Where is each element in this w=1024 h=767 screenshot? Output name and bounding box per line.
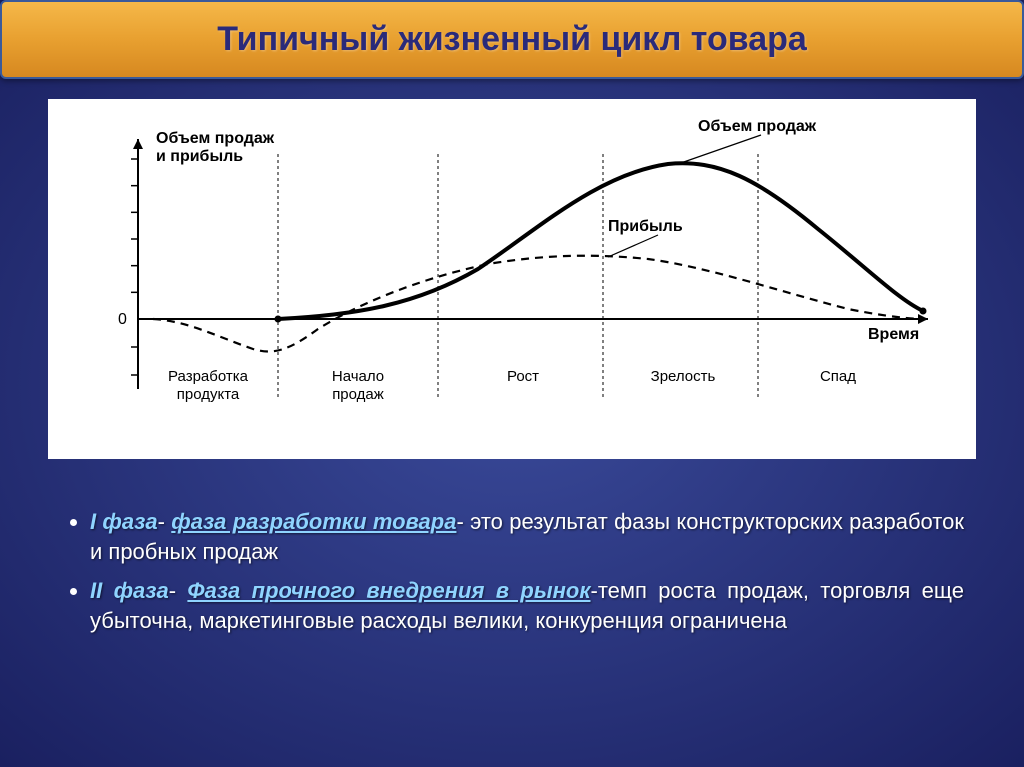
svg-text:Объем продаж: Объем продаж: [156, 130, 275, 147]
list-item: II фаза- Фаза прочного внедрения в рынок…: [90, 576, 964, 635]
svg-text:Зрелость: Зрелость: [651, 368, 716, 385]
phase-number: II фаза: [90, 578, 169, 603]
svg-text:продаж: продаж: [332, 386, 384, 403]
svg-text:продукта: продукта: [177, 386, 240, 403]
svg-text:Разработка: Разработка: [168, 368, 249, 385]
list-item: I фаза- фаза разработки товара- это резу…: [90, 507, 964, 566]
svg-text:Объем продаж: Объем продаж: [698, 118, 817, 135]
svg-text:Рост: Рост: [507, 368, 539, 385]
svg-text:Начало: Начало: [332, 368, 384, 385]
phase-name: фаза разработки товара: [171, 509, 456, 534]
slide-title: Типичный жизненный цикл товара: [42, 20, 982, 59]
bullet-list: I фаза- фаза разработки товара- это резу…: [60, 507, 964, 636]
chart-svg: 0Объем продажи прибыльВремяРазработкапро…: [58, 109, 958, 449]
svg-text:0: 0: [118, 311, 127, 328]
lifecycle-chart: 0Объем продажи прибыльВремяРазработкапро…: [48, 99, 976, 459]
svg-text:Прибыль: Прибыль: [608, 218, 683, 235]
phase-name: Фаза прочного внедрения в рынок: [187, 578, 590, 603]
svg-text:и прибыль: и прибыль: [156, 148, 243, 165]
svg-text:Время: Время: [868, 326, 919, 343]
svg-text:Спад: Спад: [820, 368, 856, 385]
phase-number: I фаза: [90, 509, 158, 534]
slide-title-bar: Типичный жизненный цикл товара: [0, 0, 1024, 79]
